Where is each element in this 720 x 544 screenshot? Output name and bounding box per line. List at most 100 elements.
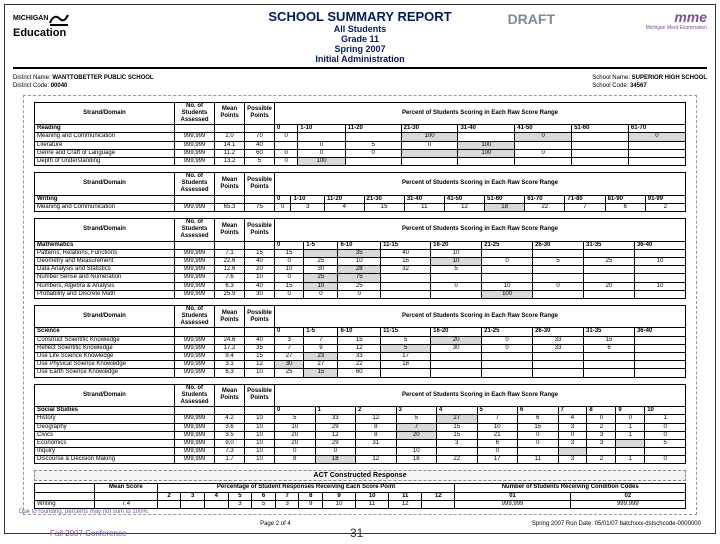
pct-cell bbox=[482, 369, 533, 377]
pct-cell: 40 bbox=[381, 249, 431, 257]
pct-cell: 25 bbox=[584, 257, 635, 265]
pct-cell: 15 bbox=[584, 336, 635, 344]
wave-icon bbox=[48, 9, 70, 27]
col-poss: Possible Points bbox=[245, 102, 275, 125]
pct-cell: 29 bbox=[315, 423, 356, 431]
col-no: No. of Students Assessed bbox=[175, 173, 215, 196]
col-poss: Possible Points bbox=[245, 384, 275, 407]
range-header: 61-70 bbox=[525, 195, 565, 203]
slide-number: 31 bbox=[350, 526, 363, 540]
col-strand: Strand/Domain bbox=[35, 102, 175, 125]
strand-table: Strand/DomainNo. of Students AssessedMea… bbox=[34, 305, 686, 378]
mean-pts: 65.3 bbox=[215, 203, 245, 211]
mean-pts: 3.1 bbox=[215, 361, 245, 369]
meta-row: District Name: WANTTOBETTER PUBLIC SCHOO… bbox=[13, 75, 707, 91]
poss-pts: 40 bbox=[245, 141, 275, 149]
range-header: 31-40 bbox=[404, 195, 444, 203]
pct-cell: 0 bbox=[482, 257, 533, 265]
content-box: Strand/Domain No. of Students Assessed Mea… bbox=[23, 95, 697, 515]
poss-pts: 12 bbox=[245, 361, 275, 369]
strand-name: Depth of Understanding bbox=[35, 157, 175, 165]
pct-cell bbox=[634, 353, 685, 361]
pct-cell bbox=[381, 274, 431, 282]
pct-cell: 5 bbox=[396, 415, 437, 423]
pct-cell: 5 bbox=[381, 336, 431, 344]
pct-cell bbox=[584, 369, 635, 377]
range-header: 7 bbox=[558, 407, 587, 415]
pct-cell: 10 bbox=[338, 257, 381, 265]
pct-cell bbox=[533, 290, 584, 298]
range-header: 11-15 bbox=[381, 328, 431, 336]
col-pct: Percent of Students Scoring in Each Raw … bbox=[275, 384, 686, 407]
pct-cell: 0 bbox=[616, 415, 645, 423]
run-date: Spring 2007 Run Date: 05/01/07 batchxxx-… bbox=[532, 521, 701, 527]
pct-cell: 15 bbox=[437, 423, 478, 431]
pct-cell: 0 bbox=[515, 149, 572, 157]
range-header: 8 bbox=[587, 407, 616, 415]
pct-cell: 12 bbox=[338, 344, 381, 352]
header: MICHIGAN Education SCHOOL SUMMARY REPORT… bbox=[13, 9, 707, 69]
range-header: 1-10 bbox=[291, 195, 325, 203]
range-header: 21-30 bbox=[401, 125, 458, 133]
page-number: Page 2 of 4 bbox=[260, 521, 291, 527]
assessed: 999,999 bbox=[175, 431, 215, 439]
act-table: Mean ScorePercentage of Student Response… bbox=[34, 483, 686, 509]
pct-cell bbox=[482, 274, 533, 282]
range-header: 36-40 bbox=[634, 328, 685, 336]
pct-cell bbox=[533, 369, 584, 377]
assessed: 999,999 bbox=[175, 415, 215, 423]
range-header: 31-35 bbox=[584, 241, 635, 249]
pct-cell: 3 bbox=[291, 203, 325, 211]
range-header: 26-30 bbox=[533, 241, 584, 249]
pct-cell bbox=[634, 266, 685, 274]
pct-cell bbox=[572, 133, 629, 141]
pct-cell: 6 bbox=[518, 415, 559, 423]
poss-pts: 40 bbox=[245, 282, 275, 290]
pct-cell: 0 bbox=[275, 290, 304, 298]
pct-cell: 0 bbox=[645, 423, 686, 431]
pct-cell bbox=[533, 249, 584, 257]
sub4: Initial Administration bbox=[103, 54, 617, 64]
poss-pts: 10 bbox=[245, 439, 275, 447]
pct-cell: 2 bbox=[587, 456, 616, 464]
pct-cell: 5 bbox=[645, 439, 686, 447]
pct-cell bbox=[482, 266, 533, 274]
strand-name: Reflect Scientific Knowledge bbox=[35, 344, 175, 352]
pct-cell bbox=[572, 141, 629, 149]
pct-cell: 12 bbox=[356, 456, 397, 464]
pct-cell: 3 bbox=[275, 336, 304, 344]
pct-cell bbox=[584, 274, 635, 282]
mean-pts: 4.2 bbox=[215, 415, 245, 423]
range-header: 0 bbox=[275, 241, 304, 249]
subject-label: Mathematics bbox=[35, 241, 175, 249]
pct-cell: 5 bbox=[275, 415, 316, 423]
poss-pts: 60 bbox=[245, 149, 275, 157]
range-header: 16-20 bbox=[431, 241, 482, 249]
pct-cell bbox=[515, 141, 572, 149]
pct-cell: 33 bbox=[533, 336, 584, 344]
subject-label: Reading bbox=[35, 125, 175, 133]
pct-cell: 100 bbox=[401, 133, 458, 141]
pct-cell: 7 bbox=[565, 203, 605, 211]
range-header: 3 bbox=[396, 407, 437, 415]
pct-cell bbox=[304, 249, 338, 257]
range-header: 11-20 bbox=[325, 195, 365, 203]
pct-cell: 75 bbox=[338, 274, 381, 282]
pct-cell bbox=[634, 336, 685, 344]
pct-cell: 0 bbox=[275, 257, 304, 265]
assessed: 999,999 bbox=[175, 423, 215, 431]
pct-cell: 0 bbox=[645, 456, 686, 464]
pct-cell bbox=[628, 149, 685, 157]
pct-cell: 28 bbox=[338, 266, 381, 274]
assessed: 999,999 bbox=[175, 290, 215, 298]
pct-cell: 3 bbox=[558, 423, 587, 431]
strand-name: Geometry and Measurement bbox=[35, 257, 175, 265]
pct-cell: 18 bbox=[485, 203, 525, 211]
subject-label: Social Studies bbox=[35, 407, 175, 415]
range-header: 16-20 bbox=[431, 328, 482, 336]
pct-cell: 18 bbox=[381, 361, 431, 369]
assessed: 999,999 bbox=[175, 133, 215, 141]
range-header: 0 bbox=[275, 195, 291, 203]
strand-table: Strand/DomainNo. of Students AssessedMea… bbox=[34, 102, 686, 167]
assessed: 999,999 bbox=[175, 203, 215, 211]
